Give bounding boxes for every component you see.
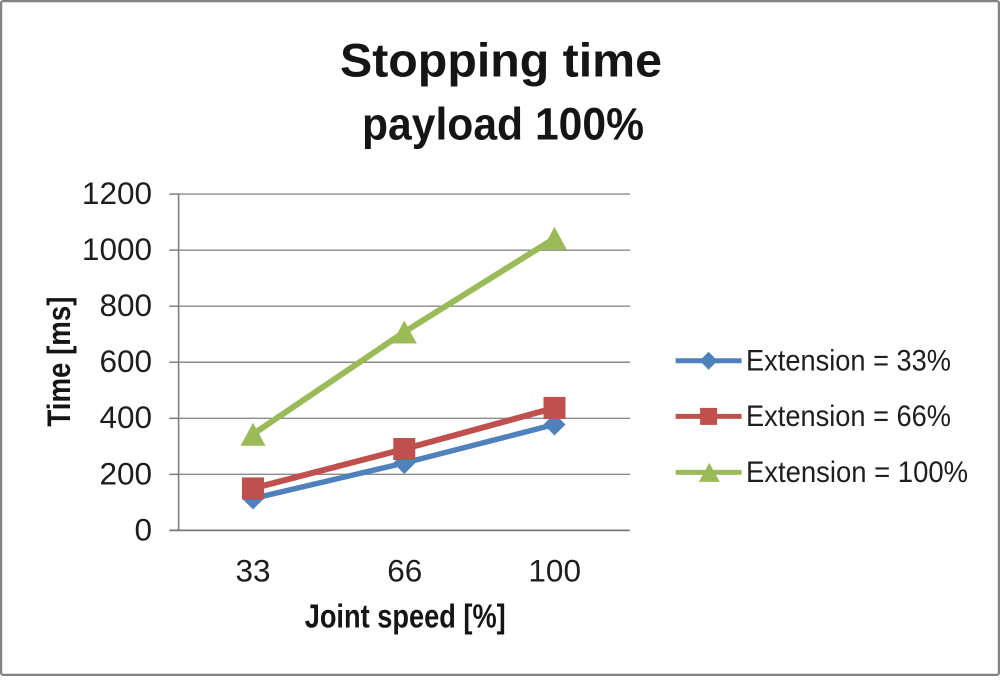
svg-text:1200: 1200	[82, 175, 152, 211]
svg-text:400: 400	[99, 399, 152, 435]
svg-text:payload 100%: payload 100%	[362, 99, 644, 150]
svg-text:0: 0	[134, 511, 152, 547]
svg-text:Extension = 66%: Extension = 66%	[746, 400, 951, 433]
svg-text:1000: 1000	[82, 231, 152, 267]
svg-text:100: 100	[528, 552, 581, 588]
svg-text:Joint speed [%]: Joint speed [%]	[305, 598, 506, 635]
svg-text:200: 200	[99, 455, 152, 491]
svg-text:800: 800	[99, 287, 152, 323]
svg-text:Extension = 100%: Extension = 100%	[746, 456, 968, 489]
svg-text:33: 33	[235, 552, 270, 588]
svg-text:Stopping time: Stopping time	[340, 34, 662, 87]
svg-text:600: 600	[99, 343, 152, 379]
svg-text:Time [ms]: Time [ms]	[41, 297, 77, 427]
svg-text:66: 66	[387, 552, 422, 588]
svg-text:Extension = 33%: Extension = 33%	[746, 345, 951, 378]
